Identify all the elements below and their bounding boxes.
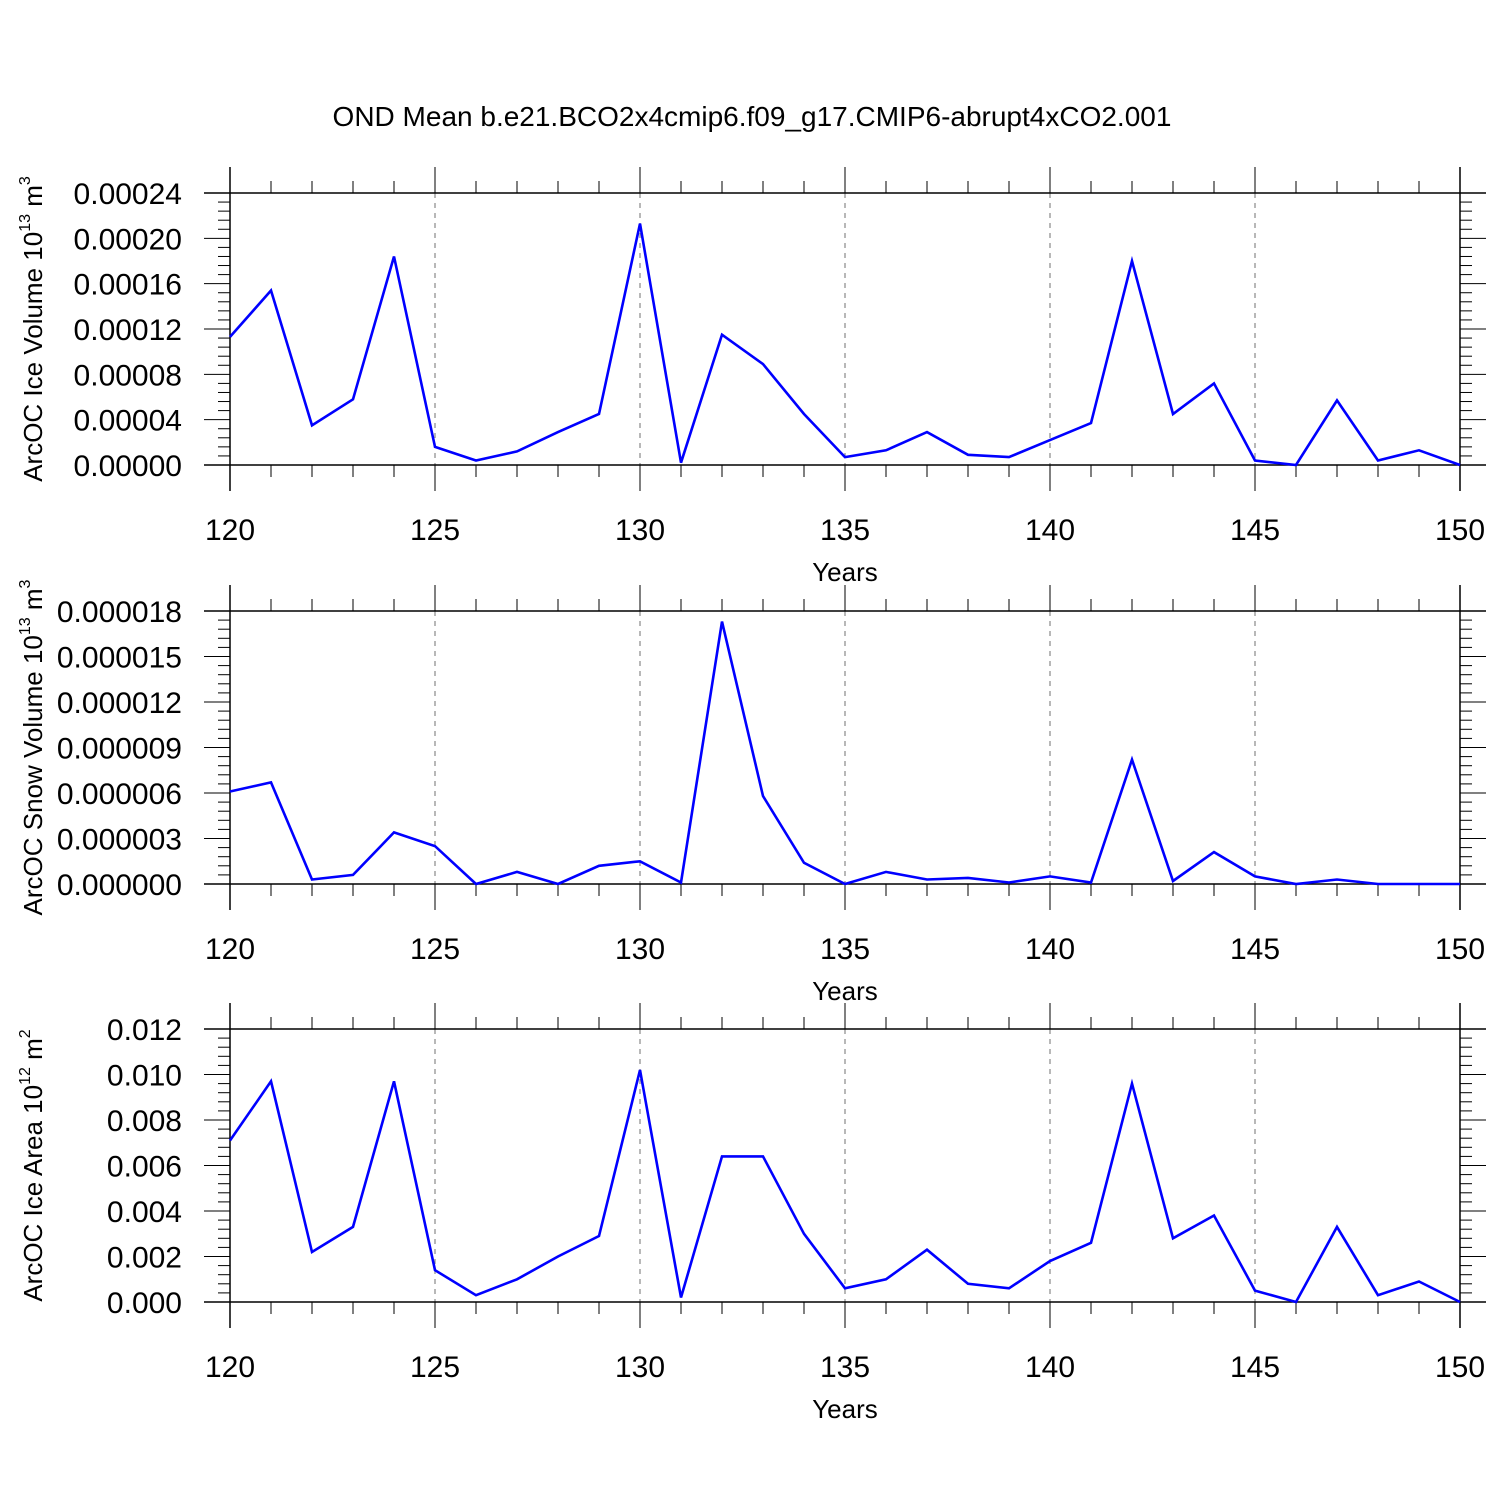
x-tick-label: 135 <box>820 514 870 547</box>
y-tick-label: 0.000009 <box>57 733 182 766</box>
x-tick-label: 140 <box>1025 1351 1075 1384</box>
y-tick-label: 0.00012 <box>74 314 182 347</box>
y-tick-label: 0.00008 <box>74 359 182 392</box>
x-tick-label: 135 <box>820 933 870 966</box>
chart-panel-2: 120 125 130 135 140 145 150 0.000000 0.000003 0.0… <box>17 579 1486 1006</box>
x-tick-label: 120 <box>205 1351 255 1384</box>
x-tick-label: 145 <box>1230 1351 1280 1384</box>
x-tick-label: 150 <box>1435 1351 1485 1384</box>
y-axis-title: ArcOC Ice Volume 1013 m3 <box>17 176 48 482</box>
y-tick-label: 0.008 <box>107 1105 182 1138</box>
x-tick-label: 150 <box>1435 933 1485 966</box>
x-tick-label: 140 <box>1025 933 1075 966</box>
x-tick-label: 125 <box>410 933 460 966</box>
y-tick-label: 0.00000 <box>74 450 182 483</box>
y-tick-label: 0.00024 <box>74 178 182 211</box>
x-tick-label: 135 <box>820 1351 870 1384</box>
x-tick-label: 140 <box>1025 514 1075 547</box>
chart-title: OND Mean b.e21.BCO2x4cmip6.f09_g17.CMIP6… <box>333 101 1172 132</box>
x-axis-title: Years <box>812 1394 878 1424</box>
y-axis-title: ArcOC Snow Volume 1013 m3 <box>17 579 48 915</box>
x-tick-label: 130 <box>615 514 665 547</box>
y-tick-label: 0.000012 <box>57 687 182 720</box>
y-tick-label: 0.000000 <box>57 869 182 902</box>
chart-panel-1: 120 125 130 135 140 145 150 0.00000 0.00004 0.000… <box>17 167 1486 587</box>
x-tick-label: 145 <box>1230 933 1280 966</box>
y-tick-label: 0.00020 <box>74 223 182 256</box>
x-tick-label: 145 <box>1230 514 1280 547</box>
x-tick-label: 130 <box>615 933 665 966</box>
y-tick-label: 0.000003 <box>57 824 182 857</box>
y-axis-title: ArcOC Ice Area 1012 m2 <box>17 1029 48 1301</box>
chart-panel-3: 120 125 130 135 140 145 150 0.000 0.002 0.004 0.00… <box>17 1003 1486 1424</box>
y-tick-label: 0.012 <box>107 1014 182 1047</box>
x-axis-title: Years <box>812 557 878 587</box>
y-tick-label: 0.006 <box>107 1151 182 1184</box>
x-tick-label: 120 <box>205 514 255 547</box>
x-tick-label: 125 <box>410 1351 460 1384</box>
y-tick-label: 0.000 <box>107 1287 182 1320</box>
y-tick-label: 0.010 <box>107 1060 182 1093</box>
y-tick-label: 0.000015 <box>57 642 182 675</box>
y-tick-label: 0.00004 <box>74 405 182 438</box>
x-tick-label: 125 <box>410 514 460 547</box>
x-tick-label: 150 <box>1435 514 1485 547</box>
y-tick-label: 0.002 <box>107 1242 182 1275</box>
x-tick-label: 120 <box>205 933 255 966</box>
y-tick-label: 0.00016 <box>74 269 182 302</box>
x-axis-title: Years <box>812 976 878 1006</box>
x-tick-label: 130 <box>615 1351 665 1384</box>
y-tick-label: 0.004 <box>107 1196 182 1229</box>
y-tick-label: 0.000018 <box>57 596 182 629</box>
y-tick-label: 0.000006 <box>57 778 182 811</box>
